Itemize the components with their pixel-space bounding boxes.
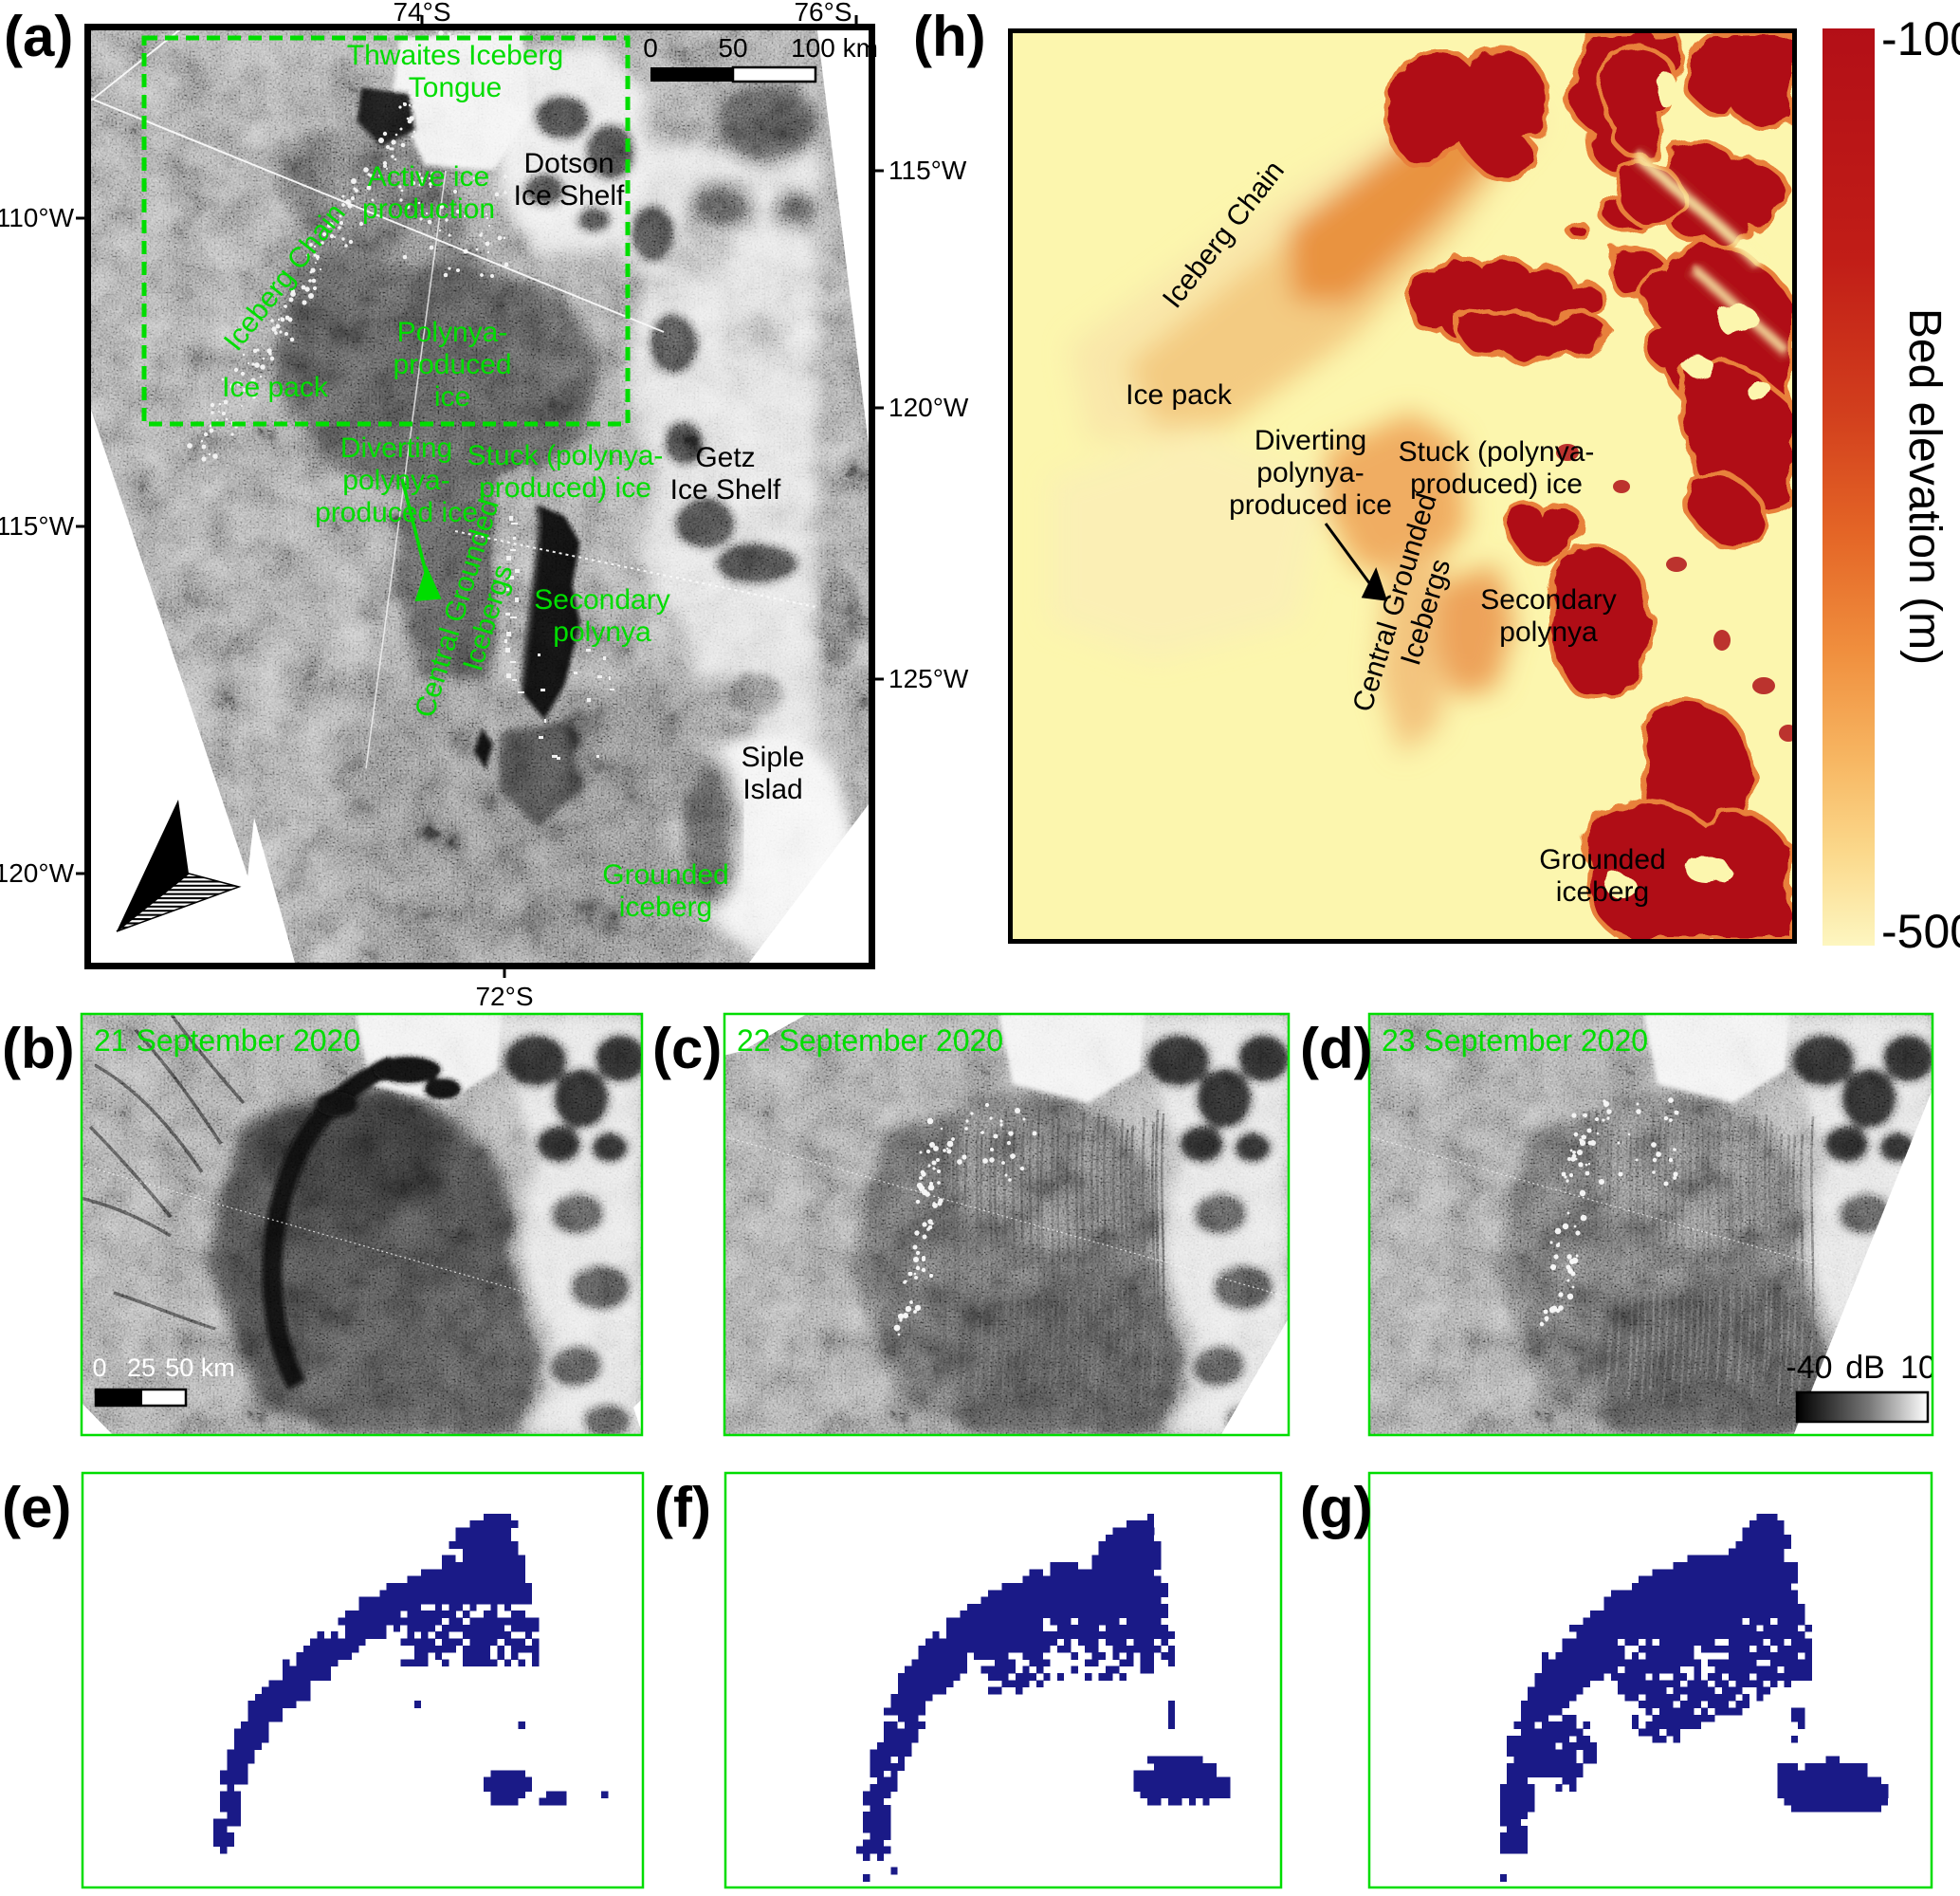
svg-text:10: 10 xyxy=(1900,1350,1936,1386)
svg-text:(g): (g) xyxy=(1300,1476,1373,1539)
svg-text:produced ice: produced ice xyxy=(1229,489,1392,521)
svg-text:produced ice: produced ice xyxy=(315,497,478,528)
svg-text:72°S: 72°S xyxy=(475,982,533,1011)
svg-text:produced) ice: produced) ice xyxy=(479,472,651,504)
svg-text:74°S: 74°S xyxy=(393,0,450,27)
svg-text:Stuck (polynya-: Stuck (polynya- xyxy=(1399,436,1595,468)
svg-text:Thwaites Iceberg: Thwaites Iceberg xyxy=(347,40,563,71)
svg-text:(f): (f) xyxy=(654,1476,711,1539)
svg-text:23 September 2020: 23 September 2020 xyxy=(1382,1023,1648,1058)
svg-text:-40: -40 xyxy=(1786,1350,1832,1386)
svg-text:Ice pack: Ice pack xyxy=(222,372,329,403)
svg-text:Stuck (polynya-: Stuck (polynya- xyxy=(467,440,664,471)
svg-text:22 September 2020: 22 September 2020 xyxy=(737,1023,1003,1058)
svg-text:0: 0 xyxy=(643,33,658,63)
svg-text:Ice pack: Ice pack xyxy=(1126,379,1233,411)
svg-text:120°W: 120°W xyxy=(888,393,969,422)
svg-text:Islad: Islad xyxy=(742,774,802,805)
svg-text:115°W: 115°W xyxy=(888,156,967,185)
svg-text:Tongue: Tongue xyxy=(409,72,502,103)
svg-text:polynya: polynya xyxy=(1499,617,1598,648)
svg-text:0: 0 xyxy=(92,1353,106,1382)
svg-text:Secondary: Secondary xyxy=(534,584,669,616)
svg-text:iceberg: iceberg xyxy=(619,892,712,923)
svg-text:25: 25 xyxy=(127,1353,156,1382)
svg-text:produced: produced xyxy=(393,349,511,380)
svg-text:iceberg: iceberg xyxy=(1556,876,1649,908)
svg-text:(a): (a) xyxy=(4,5,73,68)
svg-text:Active ice: Active ice xyxy=(368,161,489,193)
svg-text:Diverting: Diverting xyxy=(340,433,452,464)
svg-text:Getz: Getz xyxy=(695,442,755,473)
svg-text:(d): (d) xyxy=(1300,1017,1373,1080)
svg-text:115°W: 115°W xyxy=(0,511,75,541)
svg-text:Polynya-: Polynya- xyxy=(397,317,508,348)
svg-text:produced) ice: produced) ice xyxy=(1410,469,1583,500)
svg-text:Ice Shelf: Ice Shelf xyxy=(670,474,781,506)
svg-text:polynya: polynya xyxy=(553,617,651,648)
svg-text:Bed elevation (m): Bed elevation (m) xyxy=(1899,308,1950,665)
svg-text:50 km: 50 km xyxy=(165,1353,235,1382)
svg-text:-100: -100 xyxy=(1881,12,1960,65)
svg-text:Siple: Siple xyxy=(742,742,805,773)
svg-text:110°W: 110°W xyxy=(0,203,75,232)
svg-text:polynya-: polynya- xyxy=(342,465,449,496)
svg-text:Secondary: Secondary xyxy=(1480,584,1616,616)
svg-text:76°S: 76°S xyxy=(794,0,852,27)
svg-text:100 km: 100 km xyxy=(791,33,878,63)
svg-text:(c): (c) xyxy=(652,1017,722,1080)
svg-text:Diverting: Diverting xyxy=(1255,425,1366,456)
svg-text:Ice Shelf: Ice Shelf xyxy=(514,180,625,212)
svg-text:Grounded: Grounded xyxy=(1539,844,1665,875)
svg-text:(b): (b) xyxy=(2,1017,75,1080)
svg-text:Grounded: Grounded xyxy=(602,859,728,891)
svg-text:125°W: 125°W xyxy=(888,664,969,693)
svg-text:polynya-: polynya- xyxy=(1256,457,1364,488)
svg-text:dB: dB xyxy=(1845,1350,1885,1386)
svg-text:120°W: 120°W xyxy=(0,858,75,888)
svg-text:Dotson: Dotson xyxy=(523,148,614,179)
svg-text:(h): (h) xyxy=(913,5,986,68)
svg-text:ice: ice xyxy=(434,381,470,413)
svg-text:21 September 2020: 21 September 2020 xyxy=(94,1023,360,1058)
svg-text:-500: -500 xyxy=(1881,905,1960,958)
svg-text:(e): (e) xyxy=(2,1476,71,1539)
svg-text:production: production xyxy=(362,193,495,225)
svg-text:50: 50 xyxy=(718,33,747,63)
